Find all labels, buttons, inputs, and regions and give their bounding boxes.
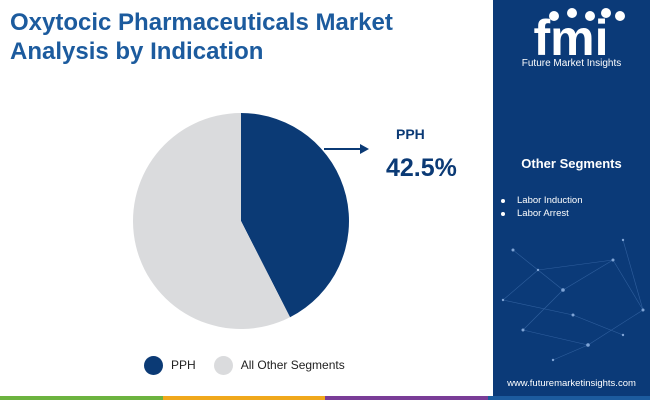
bottom-color-bar	[0, 396, 650, 400]
callout-label: PPH	[396, 126, 425, 142]
pie-slice-pph	[241, 113, 349, 318]
legend: PPH All Other Segments	[144, 355, 363, 375]
callout-value: 42.5%	[386, 154, 457, 182]
bar-segment-orange	[162, 396, 325, 400]
sidebar: fmi Future Market Insights Other Segment…	[493, 0, 650, 400]
bullet-icon	[501, 211, 505, 216]
chart-title: Oxytocic Pharmaceuticals Market Analysis…	[10, 9, 393, 65]
legend-swatch-others	[213, 355, 233, 375]
legend-label-others: All Other Segments	[240, 358, 345, 372]
network-pattern	[501, 238, 645, 362]
other-segments-title: Other Segments	[521, 156, 622, 171]
website-url: www.futuremarketinsights.com	[507, 378, 636, 389]
other-segments-list: Labor Induction Labor Arrest	[501, 194, 583, 220]
segment-item: Labor Induction	[501, 194, 583, 207]
bar-segment-purple	[325, 396, 488, 400]
pie-slice-others	[133, 113, 291, 330]
bar-segment-blue	[487, 396, 650, 400]
legend-label-pph: PPH	[171, 358, 196, 372]
bar-segment-green	[0, 396, 163, 400]
bullet-icon	[501, 198, 505, 203]
legend-item-others: All Other Segments	[213, 355, 345, 375]
legend-item-pph: PPH	[144, 355, 196, 375]
logo-letters: fmi	[534, 10, 609, 66]
legend-swatch-pph	[144, 355, 163, 375]
brand-name: Future Market Insights	[521, 58, 622, 69]
fmi-logo: fmi	[534, 8, 625, 66]
pie-chart	[133, 113, 369, 330]
callout-arrow	[324, 144, 369, 154]
segment-item: Labor Arrest	[501, 207, 583, 220]
